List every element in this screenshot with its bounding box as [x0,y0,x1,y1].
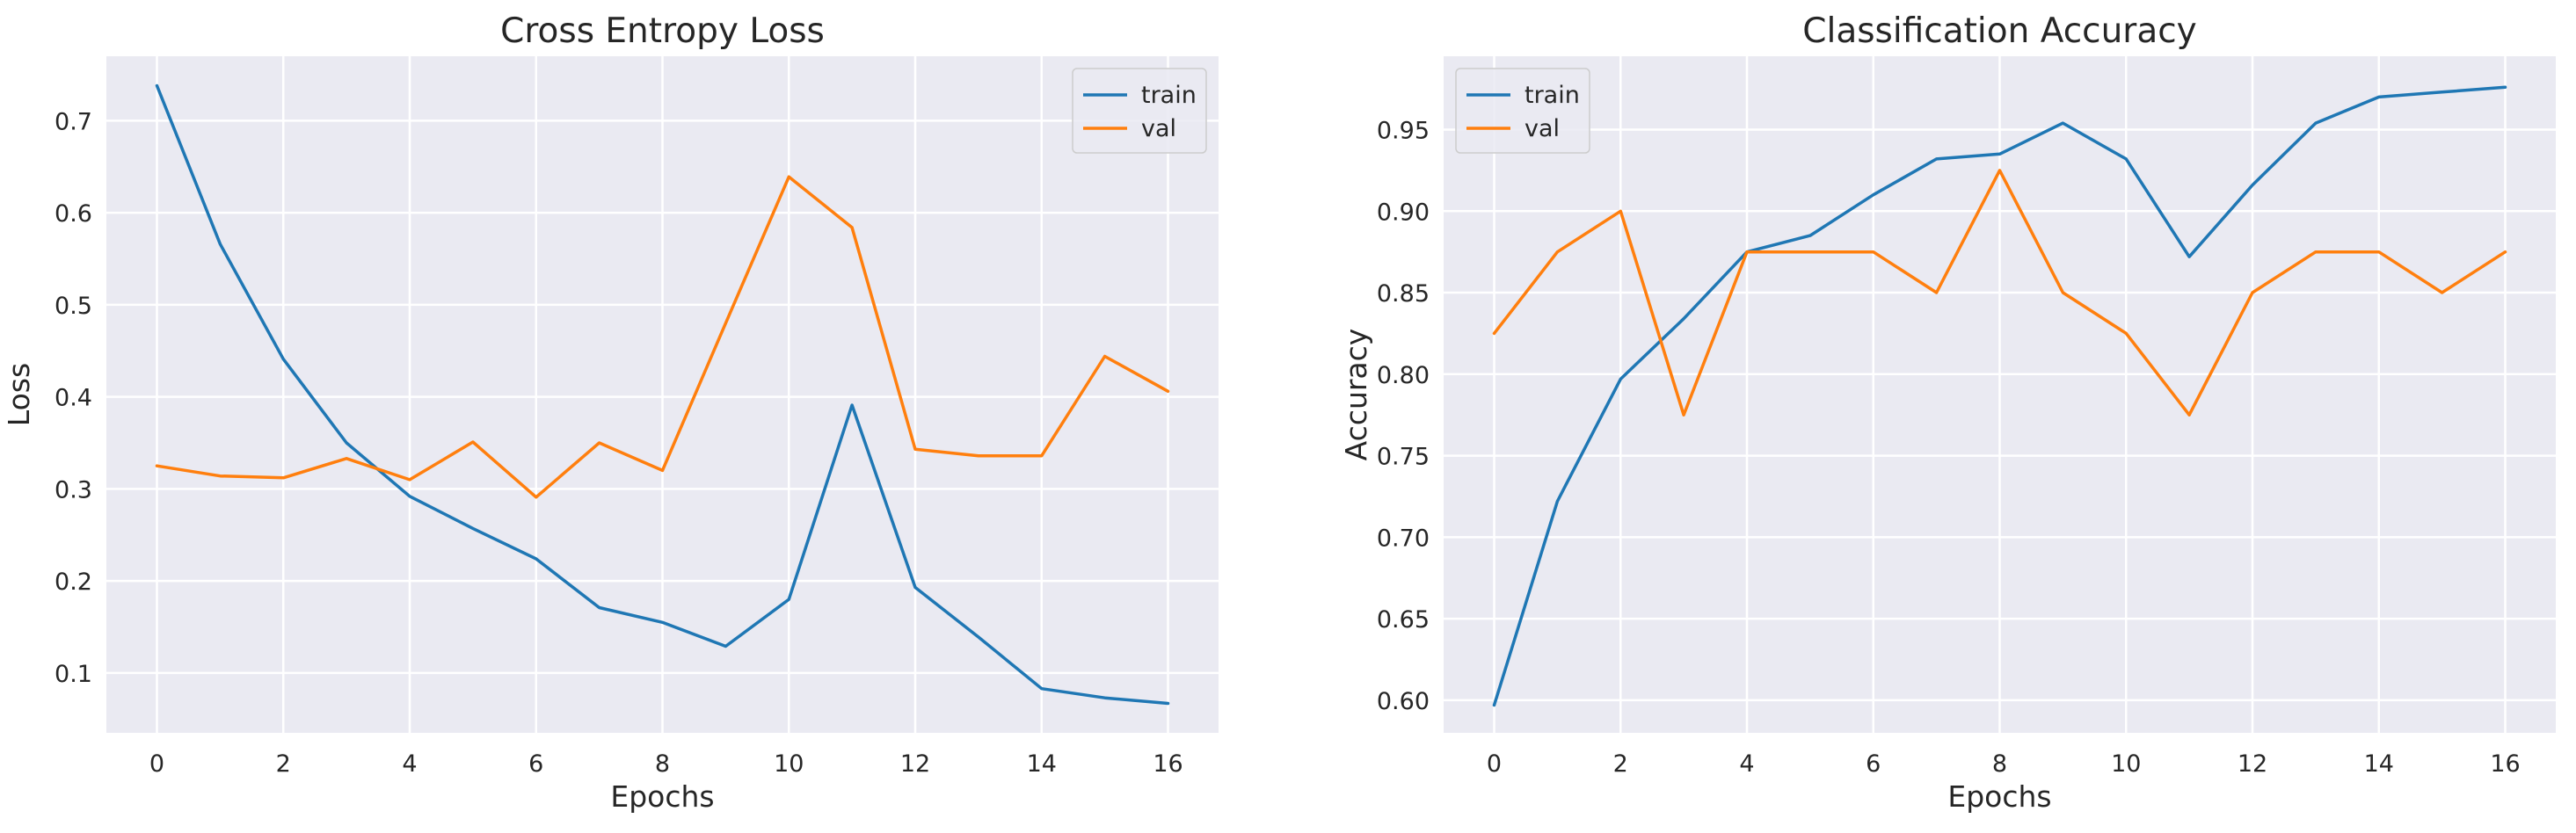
accuracy-series-line-train [1492,85,2507,707]
accuracy-x-axis-label: Epochs [1947,779,2051,814]
loss-x-tick-label: 2 [276,750,291,778]
accuracy-series-line-val [1492,169,2507,416]
accuracy-x-tick-label: 0 [1487,750,1502,778]
accuracy-y-tick-label: 0.60 [1377,688,1430,715]
loss-y-tick-label: 0.7 [55,108,92,135]
accuracy-y-tick-label: 0.65 [1377,606,1430,634]
accuracy-y-axis-label: Accuracy [1339,329,1373,461]
loss-x-axis-label: Epochs [610,779,714,814]
loss-y-tick-label: 0.2 [55,569,92,596]
loss-series-line-val [155,175,1170,499]
loss-series-line-train [155,83,1170,706]
loss-y-tick-label: 0.6 [55,200,92,228]
accuracy-chart-title: Classification Accuracy [1802,11,2197,51]
accuracy-x-tick-label: 14 [2364,750,2394,778]
loss-x-tick-label: 14 [1027,750,1057,778]
accuracy-legend-box [1455,68,1590,154]
accuracy-x-tick-label: 12 [2238,750,2267,778]
accuracy-y-tick-label: 0.80 [1377,362,1430,389]
accuracy-chart: 0 2 4 6 8 10 12 14 16 0.60 0.65 0.70 0.75 0.80 0.85 0.9… [1339,11,2556,814]
loss-legend-box [1072,68,1207,154]
loss-y-tick-label: 0.3 [55,476,92,503]
loss-y-tick-label: 0.1 [55,661,92,688]
loss-x-tick-label: 16 [1153,750,1182,778]
accuracy-x-tick-label: 16 [2490,750,2520,778]
accuracy-y-tick-label: 0.90 [1377,199,1430,226]
accuracy-x-tick-label: 10 [2111,750,2141,778]
loss-x-tick-label: 6 [528,750,543,778]
accuracy-y-tick-label: 0.70 [1377,525,1430,552]
accuracy-x-tick-label: 2 [1613,750,1628,778]
accuracy-x-tick-label: 6 [1866,750,1881,778]
accuracy-y-tick-label: 0.95 [1377,117,1430,144]
loss-chart: 0 2 4 6 8 10 12 14 16 0.1 0.2 0.3 0.4 0.5 0.6 0.7 Cross … [2,11,1219,814]
loss-legend-label-train: train [1141,82,1197,109]
loss-x-tick-label: 4 [402,750,417,778]
accuracy-legend-label-train: train [1524,82,1580,109]
loss-x-tick-label: 12 [900,750,930,778]
accuracy-legend-label-val: val [1524,115,1560,142]
loss-legend-label-val: val [1141,115,1176,142]
accuracy-y-tick-label: 0.75 [1377,444,1430,471]
accuracy-x-tick-label: 4 [1739,750,1754,778]
loss-x-tick-label: 0 [149,750,164,778]
accuracy-y-tick-label: 0.85 [1377,280,1430,308]
loss-y-axis-label: Loss [2,363,36,426]
loss-chart-title: Cross Entropy Loss [500,11,825,51]
accuracy-x-tick-label: 8 [1992,750,2007,778]
loss-x-tick-label: 8 [655,750,670,778]
loss-y-tick-label: 0.5 [55,293,92,320]
loss-y-tick-label: 0.4 [55,385,92,412]
accuracy-legend: train val [1455,68,1590,154]
loss-legend: train val [1072,68,1207,154]
loss-x-tick-label: 10 [774,750,804,778]
